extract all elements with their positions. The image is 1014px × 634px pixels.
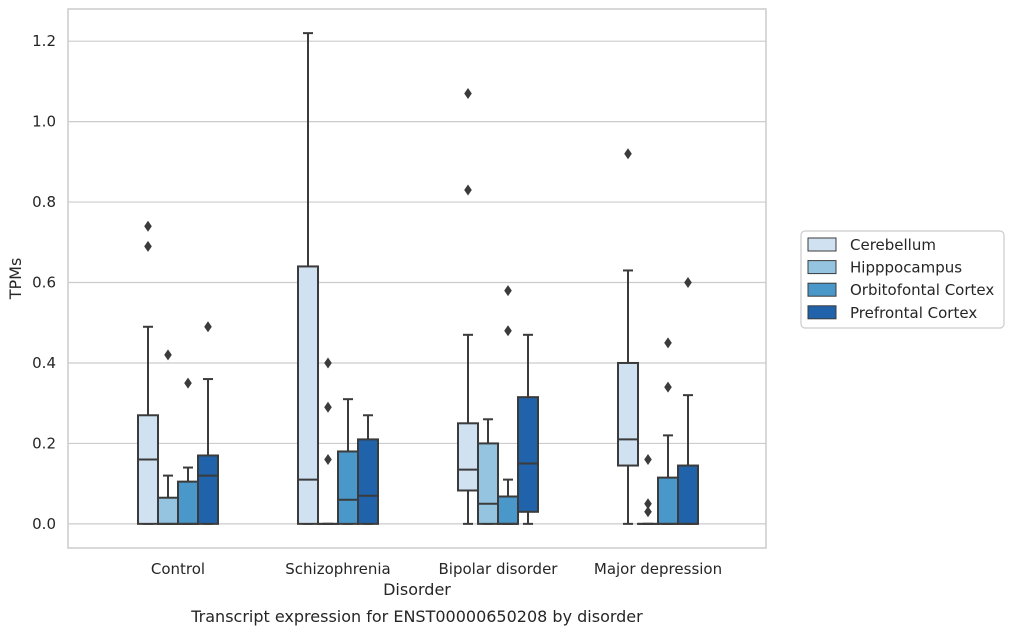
outlier-point: [464, 185, 472, 196]
box-body: [358, 439, 378, 523]
outlier-point: [144, 241, 152, 252]
box-body: [498, 497, 518, 524]
outlier-point: [324, 402, 332, 413]
outlier-point: [624, 148, 632, 159]
outlier-point: [644, 506, 652, 517]
box-series: [138, 33, 698, 524]
legend-label: Prefrontal Cortex: [850, 304, 977, 322]
x-tick-label: Bipolar disorder: [439, 560, 559, 578]
box-body: [618, 363, 638, 466]
x-tick-label: Control: [151, 560, 205, 578]
box-body: [338, 451, 358, 523]
box-orbitofontal-cortex: [498, 285, 518, 524]
outlier-point: [324, 454, 332, 465]
y-tick-label: 1.2: [32, 32, 56, 50]
box-body: [458, 423, 478, 490]
box-orbitofontal-cortex: [338, 399, 358, 524]
y-tick-label: 0.0: [32, 515, 56, 533]
outlier-point: [464, 88, 472, 99]
outlier-point: [324, 357, 332, 368]
box-hipppocampus: [318, 357, 338, 523]
box-prefrontal-cortex: [358, 415, 378, 524]
legend-swatch: [808, 306, 836, 319]
box-body: [518, 397, 538, 512]
box-prefrontal-cortex: [678, 277, 698, 524]
outlier-point: [504, 285, 512, 296]
box-cerebellum: [618, 148, 638, 524]
legend: Cerebellum Hipppocampus Orbitofontal Corte…: [801, 231, 1004, 328]
box-body: [478, 443, 498, 523]
box-cerebellum: [298, 33, 318, 524]
box-body: [158, 498, 178, 524]
outlier-point: [504, 325, 512, 336]
y-tick-label: 0.8: [32, 193, 56, 211]
y-tick-label: 1.0: [32, 113, 56, 131]
box-orbitofontal-cortex: [178, 378, 198, 524]
outlier-point: [164, 349, 172, 360]
box-body: [298, 266, 318, 523]
outlier-point: [664, 337, 672, 348]
outlier-point: [184, 378, 192, 389]
box-cerebellum: [458, 88, 478, 524]
box-cerebellum: [138, 221, 158, 524]
y-tick-label: 0.6: [32, 274, 56, 292]
x-axis-ticks: Control Schizophrenia Bipolar disorder Majo…: [151, 560, 722, 578]
box-hipppocampus: [478, 419, 498, 524]
y-tick-label: 0.4: [32, 354, 56, 372]
outlier-point: [204, 321, 212, 332]
outlier-point: [664, 382, 672, 393]
box-plot-chart: 0.0 0.2 0.4 0.6 0.8 1.0 1.2 Control Schizophren…: [0, 0, 1014, 634]
figure-caption: Transcript expression for ENST0000065020…: [190, 607, 643, 626]
plot-frame: [68, 9, 766, 548]
x-tick-label: Schizophrenia: [285, 560, 390, 578]
box-hipppocampus: [158, 349, 178, 523]
x-tick-label: Major depression: [594, 560, 722, 578]
box-prefrontal-cortex: [198, 321, 218, 524]
y-tick-label: 0.2: [32, 434, 56, 452]
box-orbitofontal-cortex: [658, 337, 678, 524]
box-body: [198, 455, 218, 523]
box-hipppocampus: [638, 454, 658, 524]
outlier-point: [644, 454, 652, 465]
outlier-point: [144, 221, 152, 232]
legend-swatch: [808, 283, 836, 296]
box-body: [678, 466, 698, 524]
y-axis-ticks: 0.0 0.2 0.4 0.6 0.8 1.0 1.2: [32, 32, 56, 533]
legend-label: Hipppocampus: [850, 259, 962, 277]
legend-label: Cerebellum: [850, 236, 936, 254]
box-body: [178, 482, 198, 524]
legend-label: Orbitofontal Cortex: [850, 281, 994, 299]
legend-swatch: [808, 238, 836, 251]
gridlines: [68, 41, 766, 524]
box-body: [658, 478, 678, 524]
box-body: [138, 415, 158, 524]
x-axis-title: Disorder: [383, 580, 451, 599]
legend-swatch: [808, 261, 836, 274]
outlier-point: [684, 277, 692, 288]
y-axis-title: TPMs: [6, 258, 25, 301]
